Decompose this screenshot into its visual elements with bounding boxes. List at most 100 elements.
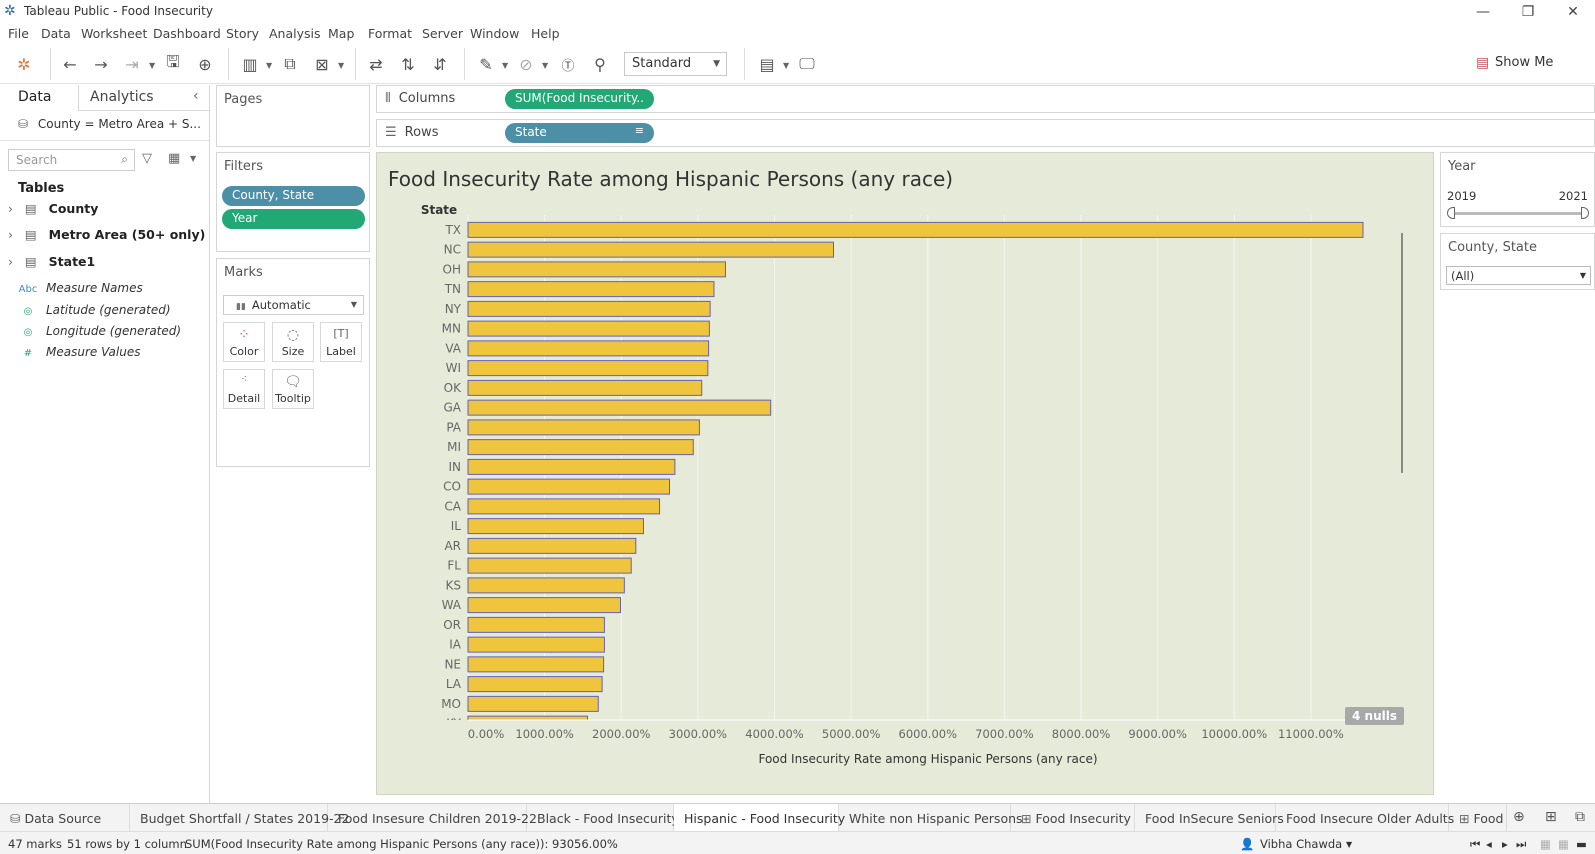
detail-button[interactable]: ⁖ Detail — [223, 369, 265, 409]
tableau-start-icon[interactable]: ✲ — [17, 54, 31, 74]
field-item[interactable]: Abc Measure Names — [18, 281, 143, 295]
menu-format[interactable]: Format — [368, 26, 413, 41]
show-cards-icon[interactable]: ▤ — [759, 54, 775, 74]
chevron-down-icon[interactable]: ▼ — [542, 61, 549, 70]
bar[interactable] — [467, 498, 661, 515]
field-item[interactable]: ◎ Latitude (generated) — [18, 303, 171, 317]
minimize-icon[interactable]: — — [1476, 4, 1490, 20]
bar[interactable] — [467, 715, 589, 731]
sort-descending-icon[interactable]: ⇵ — [433, 54, 447, 74]
color-button[interactable]: ⁘ Color — [223, 322, 265, 362]
clear-sheet-icon[interactable]: ⊠ — [315, 54, 329, 74]
bar[interactable] — [467, 537, 637, 554]
tab-food-insecurity-dashboard[interactable]: ⊞ Food Insecurity — [1011, 804, 1135, 832]
pin-icon[interactable]: ⚲ — [594, 54, 606, 74]
menu-story[interactable]: Story — [226, 26, 260, 41]
menu-worksheet[interactable]: Worksheet — [81, 26, 148, 41]
tooltip-button[interactable]: 🗨 Tooltip — [272, 369, 314, 409]
filter-icon[interactable]: ▽ — [142, 151, 152, 166]
last-sheet-icon[interactable]: ⏭ — [1516, 837, 1527, 851]
next-sheet-icon[interactable]: ▸ — [1502, 837, 1508, 851]
new-worksheet-icon[interactable]: ▥ — [242, 54, 258, 74]
swap-rows-columns-icon[interactable]: ⇄ — [369, 54, 383, 74]
restore-icon[interactable]: ❐ — [1521, 4, 1535, 20]
year-slider-track[interactable] — [1451, 212, 1585, 215]
chevron-down-icon[interactable]: ▼ — [783, 61, 790, 70]
fit-mode-select[interactable]: Standard ▼ — [624, 52, 727, 76]
bar[interactable] — [467, 636, 605, 653]
bar[interactable] — [467, 656, 605, 673]
user-name[interactable]: Vibha Chawda — [1260, 837, 1343, 851]
show-mark-labels-icon[interactable]: Ⓣ — [561, 58, 575, 74]
undo-icon[interactable]: ← — [63, 54, 77, 74]
county-filter-select[interactable]: (All) ▼ — [1446, 266, 1591, 285]
table-item[interactable]: › ▤ State1 — [8, 254, 96, 269]
year-slider-handle-max[interactable] — [1581, 207, 1589, 219]
bar[interactable] — [467, 241, 835, 258]
redo-icon[interactable]: → — [94, 54, 108, 74]
size-button[interactable]: ◌ Size — [272, 322, 314, 362]
year-slider-handle-min[interactable] — [1447, 207, 1455, 219]
filter-pill-county-state[interactable]: County, State — [222, 186, 365, 206]
tab-data-source[interactable]: ⛁ Data Source — [0, 804, 130, 832]
field-item[interactable]: ◎ Longitude (generated) — [18, 324, 181, 338]
bar[interactable] — [467, 399, 772, 416]
sort-ascending-icon[interactable]: ⇅ — [401, 54, 415, 74]
chevron-down-icon[interactable]: ▼ — [1346, 840, 1353, 849]
filter-pill-year[interactable]: Year — [222, 209, 365, 229]
prev-sheet-icon[interactable]: ◂ — [1486, 837, 1492, 851]
tab-black-food-insecurity[interactable]: Black - Food Insecurity — [527, 804, 679, 832]
tab-analytics[interactable]: Analytics — [90, 89, 154, 105]
tab-data[interactable]: Data — [18, 89, 52, 105]
mark-type-select[interactable]: ▮▮ Automatic ▼ — [223, 295, 364, 315]
duplicate-sheet-icon[interactable]: ⧉ — [284, 54, 296, 73]
columns-pill[interactable]: SUM(Food Insecurity.. — [505, 89, 654, 109]
replay-icon[interactable]: ⇥ — [125, 54, 139, 74]
menu-server[interactable]: Server — [422, 26, 463, 41]
chevron-down-icon[interactable]: ▼ — [190, 154, 197, 163]
tab-food-insesure-children[interactable]: Food Insesure Children 2019-22 — [328, 804, 537, 832]
save-icon[interactable]: 🖫 — [166, 51, 180, 71]
bar[interactable] — [467, 439, 694, 456]
rows-pill[interactable]: State ≡ — [505, 123, 654, 143]
group-members-icon[interactable]: ⊘ — [519, 54, 533, 74]
rows-shelf[interactable]: ☰ Rows State ≡ — [376, 119, 1595, 147]
bar[interactable] — [467, 577, 625, 594]
new-datasource-icon[interactable]: ⊕ — [198, 54, 212, 74]
menu-help[interactable]: Help — [531, 26, 560, 41]
chevron-down-icon[interactable]: ▼ — [338, 61, 345, 70]
menu-dashboard[interactable]: Dashboard — [153, 26, 221, 41]
menu-data[interactable]: Data — [41, 26, 71, 41]
menu-file[interactable]: File — [8, 26, 29, 41]
first-sheet-icon[interactable]: ⏮ — [1470, 837, 1481, 851]
tab-budget-shortfall[interactable]: Budget Shortfall / States 2019-22 — [130, 804, 349, 832]
filmstrip-icon[interactable]: ▦ — [1558, 837, 1569, 851]
collapse-pane-icon[interactable]: ‹ — [193, 88, 199, 104]
tab-food-insecure-older-adults[interactable]: Food Insecure Older Adults — [1276, 804, 1454, 832]
nulls-badge[interactable]: 4 nulls — [1345, 707, 1404, 725]
close-icon[interactable]: ✕ — [1567, 4, 1579, 20]
bar[interactable] — [467, 695, 599, 712]
chevron-down-icon[interactable]: ▼ — [149, 61, 156, 70]
new-dashboard-tab-icon[interactable]: ⊞ — [1545, 809, 1557, 825]
tab-food-in[interactable]: ⊞ Food In — [1449, 804, 1507, 832]
pages-card[interactable]: Pages — [216, 85, 370, 147]
table-item[interactable]: › ▤ County — [8, 201, 99, 216]
tabs-icon[interactable]: ▬ — [1576, 837, 1587, 851]
datasource-item[interactable]: ⛁ County = Metro Area + S... — [18, 117, 201, 131]
tab-white-non-hispanic[interactable]: White non Hispanic Persons — [839, 804, 1023, 832]
table-item[interactable]: › ▤ Metro Area (50+ only) — [8, 227, 206, 242]
highlight-icon[interactable]: ✎ — [479, 54, 493, 74]
show-me-icon[interactable]: ▤ — [1476, 55, 1490, 71]
columns-shelf[interactable]: ⦀ Columns SUM(Food Insecurity.. — [376, 85, 1595, 113]
bar[interactable] — [467, 676, 603, 693]
bar[interactable] — [467, 300, 711, 317]
bar[interactable] — [467, 360, 709, 377]
tab-hispanic-food-insecurity[interactable]: Hispanic - Food Insecurity — [674, 804, 845, 832]
menu-analysis[interactable]: Analysis — [269, 26, 321, 41]
new-story-tab-icon[interactable]: ⧉ — [1575, 809, 1585, 825]
bar[interactable] — [467, 458, 676, 475]
bar[interactable] — [467, 518, 644, 535]
chevron-down-icon[interactable]: ▼ — [502, 61, 509, 70]
new-worksheet-tab-icon[interactable]: ⊕ — [1513, 809, 1525, 825]
